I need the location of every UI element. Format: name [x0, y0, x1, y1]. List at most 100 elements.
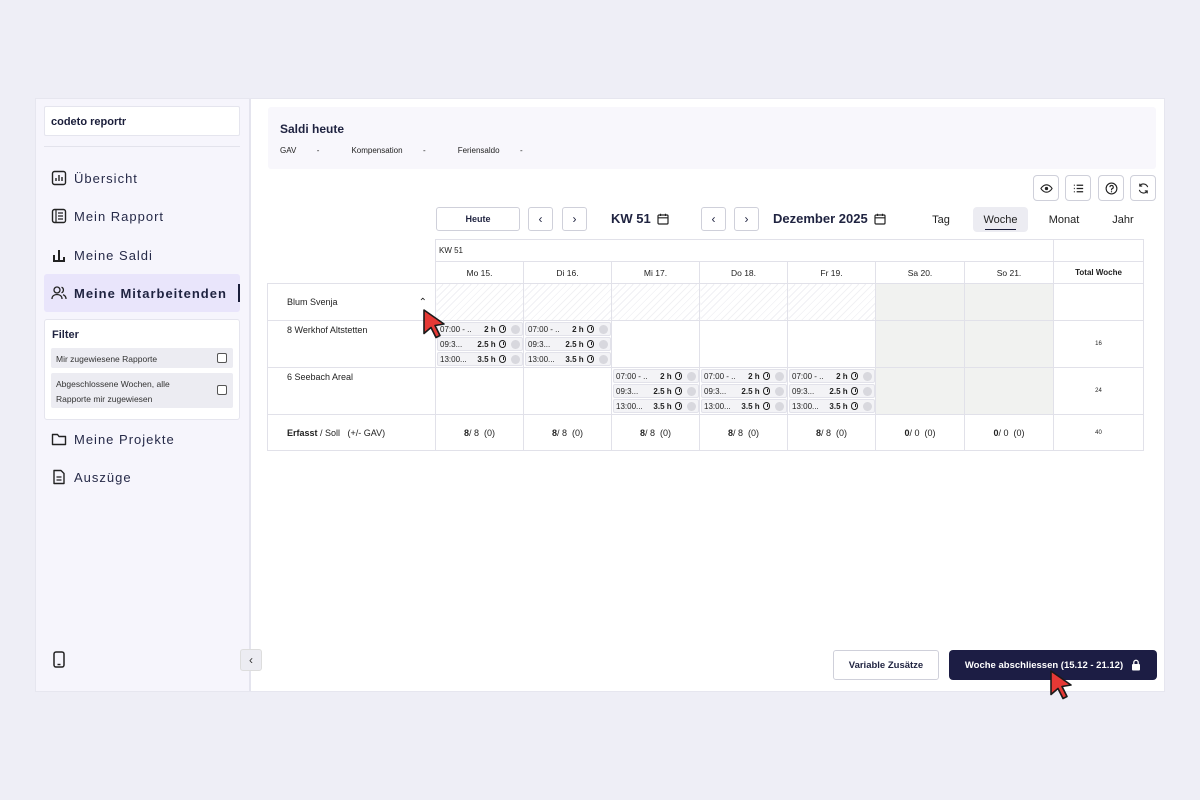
collapse-sidebar-button[interactable]: ‹ [240, 649, 262, 671]
time-entry[interactable]: 13:00... 3.5 h [437, 352, 523, 366]
entry-duration: 3.5 h [565, 354, 584, 364]
project-day-cell[interactable] [523, 367, 612, 415]
summary-gav: (0) [484, 427, 496, 438]
variable-zusaetze-button[interactable]: Variable Zusätze [833, 650, 939, 680]
sidebar-item-meine-projekte[interactable]: Meine Projekte [44, 420, 240, 458]
time-entry[interactable]: 09:3... 2.5 h [437, 337, 523, 351]
filter-checkbox-closed-weeks[interactable] [217, 385, 227, 395]
status-dot-icon[interactable] [599, 354, 608, 364]
prev-week-button[interactable]: ‹ [528, 207, 553, 231]
saldi-feriensaldo: Feriensaldo - [457, 146, 523, 155]
chevron-up-icon[interactable]: ⌃ [418, 296, 427, 308]
view-tab-jahr[interactable]: Jahr [1112, 213, 1134, 226]
clock-icon [498, 325, 507, 333]
clock-icon [850, 387, 859, 395]
help-button[interactable] [1098, 175, 1124, 201]
clock-icon [674, 372, 683, 380]
view-button[interactable] [1033, 175, 1059, 201]
entry-duration: 2.5 h [829, 386, 848, 396]
status-dot-icon[interactable] [863, 386, 872, 396]
filter-option-label: Abgeschlossene Wochen, alle Rapporte mir… [56, 379, 170, 404]
summary-soll: / 8 [468, 427, 479, 438]
brand-name[interactable]: codeto reportr [44, 106, 240, 136]
time-entry[interactable]: 09:3... 2.5 h [525, 337, 611, 351]
status-dot-icon[interactable] [511, 354, 520, 364]
status-dot-icon[interactable] [775, 401, 784, 411]
day-header: Sa 20. [875, 261, 965, 284]
project-day-cell[interactable]: 07:00 - ... 2 h 09:3... 2.5 h 13:00... 3.5 h [523, 320, 612, 368]
sidebar-item-uebersicht[interactable]: Übersicht [44, 159, 240, 197]
sidebar-item-mein-rapport[interactable]: Mein Rapport [44, 197, 240, 235]
status-dot-icon[interactable] [687, 371, 696, 381]
view-tab-woche[interactable]: Woche [973, 207, 1028, 232]
entry-duration: 2.5 h [565, 339, 584, 349]
saldi-panel: Saldi heute GAV - Kompensation - Feriens… [268, 107, 1156, 169]
filter-option-assigned[interactable]: Mir zugewiesene Rapporte [51, 348, 233, 368]
project-day-cell[interactable] [787, 320, 876, 368]
time-entry[interactable]: 13:00... 3.5 h [789, 399, 875, 413]
chevron-left-icon: ‹ [711, 212, 716, 226]
status-dot-icon[interactable] [687, 386, 696, 396]
project-day-cell[interactable] [875, 367, 965, 415]
status-dot-icon[interactable] [687, 401, 696, 411]
clock-icon [762, 402, 771, 410]
filter-option-closed-weeks[interactable]: Abgeschlossene Wochen, alle Rapporte mir… [51, 373, 233, 408]
status-dot-icon[interactable] [599, 339, 608, 349]
status-dot-icon[interactable] [599, 324, 608, 334]
project-day-cell[interactable] [699, 320, 788, 368]
next-month-button[interactable]: › [734, 207, 759, 231]
view-tab-tag[interactable]: Tag [932, 213, 950, 226]
sidebar-item-meine-saldi[interactable]: Meine Saldi [44, 236, 240, 274]
sidebar-item-meine-mitarbeitenden[interactable]: Meine Mitarbeitenden [44, 274, 240, 312]
prev-month-button[interactable]: ‹ [701, 207, 726, 231]
summary-erfasst: 8 [551, 427, 557, 438]
folder-icon [51, 433, 67, 446]
status-dot-icon[interactable] [511, 324, 520, 334]
clock-icon [586, 325, 595, 333]
time-entry[interactable]: 07:00 - ... 2 h [701, 369, 787, 383]
list-view-button[interactable] [1065, 175, 1091, 201]
refresh-button[interactable] [1130, 175, 1156, 201]
project-day-cell[interactable]: 07:00 - ... 2 h 09:3... 2.5 h 13:00... 3.5 h [435, 320, 524, 368]
next-week-button[interactable]: › [562, 207, 587, 231]
status-dot-icon[interactable] [775, 371, 784, 381]
month-picker[interactable]: Dezember 2025 [773, 211, 886, 226]
project-day-cell[interactable]: 07:00 - ... 2 h 09:3... 2.5 h 13:00... 3.5 h [699, 367, 788, 415]
project-day-cell[interactable] [435, 367, 524, 415]
project-day-cell[interactable]: 07:00 - ... 2 h 09:3... 2.5 h 13:00... 3.5 h [787, 367, 876, 415]
time-entry[interactable]: 07:00 - ... 2 h [525, 322, 611, 336]
status-dot-icon[interactable] [775, 386, 784, 396]
entry-time: 07:00 - ... [704, 371, 735, 381]
project-day-cell[interactable]: 07:00 - ... 2 h 09:3... 2.5 h 13:00... 3.5 h [611, 367, 700, 415]
close-week-label: Woche abschliessen (15.12 - 21.12) [964, 659, 1124, 671]
time-entry[interactable]: 07:00 - ... 2 h [789, 369, 875, 383]
sidebar-item-label: Meine Projekte [74, 431, 175, 447]
mobile-icon[interactable] [52, 651, 66, 668]
employee-row-header[interactable]: Blum Svenja ⌃ [267, 283, 436, 321]
today-button[interactable]: Heute [436, 207, 520, 231]
time-entry[interactable]: 13:00... 3.5 h [613, 399, 699, 413]
status-dot-icon[interactable] [511, 339, 520, 349]
project-day-cell[interactable] [875, 320, 965, 368]
time-entry[interactable]: 09:3... 2.5 h [613, 384, 699, 398]
summary-soll: / 0 [998, 427, 1009, 438]
project-day-cell[interactable] [963, 367, 1055, 415]
time-entry[interactable]: 07:00 - ... 2 h [437, 322, 523, 336]
refresh-icon [1138, 182, 1148, 194]
status-dot-icon[interactable] [863, 401, 872, 411]
time-entry[interactable]: 13:00... 3.5 h [701, 399, 787, 413]
status-dot-icon[interactable] [863, 371, 872, 381]
time-entry[interactable]: 09:3... 2.5 h [789, 384, 875, 398]
time-entry[interactable]: 07:00 - ... 2 h [613, 369, 699, 383]
filter-checkbox-assigned[interactable] [217, 353, 227, 363]
chevron-right-icon: › [744, 212, 749, 226]
week-picker[interactable]: KW 51 [611, 211, 669, 226]
view-tab-monat[interactable]: Monat [1048, 213, 1080, 226]
cursor-pointer-icon [1050, 670, 1072, 700]
project-day-cell[interactable] [963, 320, 1055, 368]
time-entry[interactable]: 09:3... 2.5 h [701, 384, 787, 398]
sidebar-item-auszuege[interactable]: Auszüge [44, 458, 240, 496]
entry-duration: 2 h [484, 324, 496, 334]
time-entry[interactable]: 13:00... 3.5 h [525, 352, 611, 366]
project-day-cell[interactable] [611, 320, 700, 368]
